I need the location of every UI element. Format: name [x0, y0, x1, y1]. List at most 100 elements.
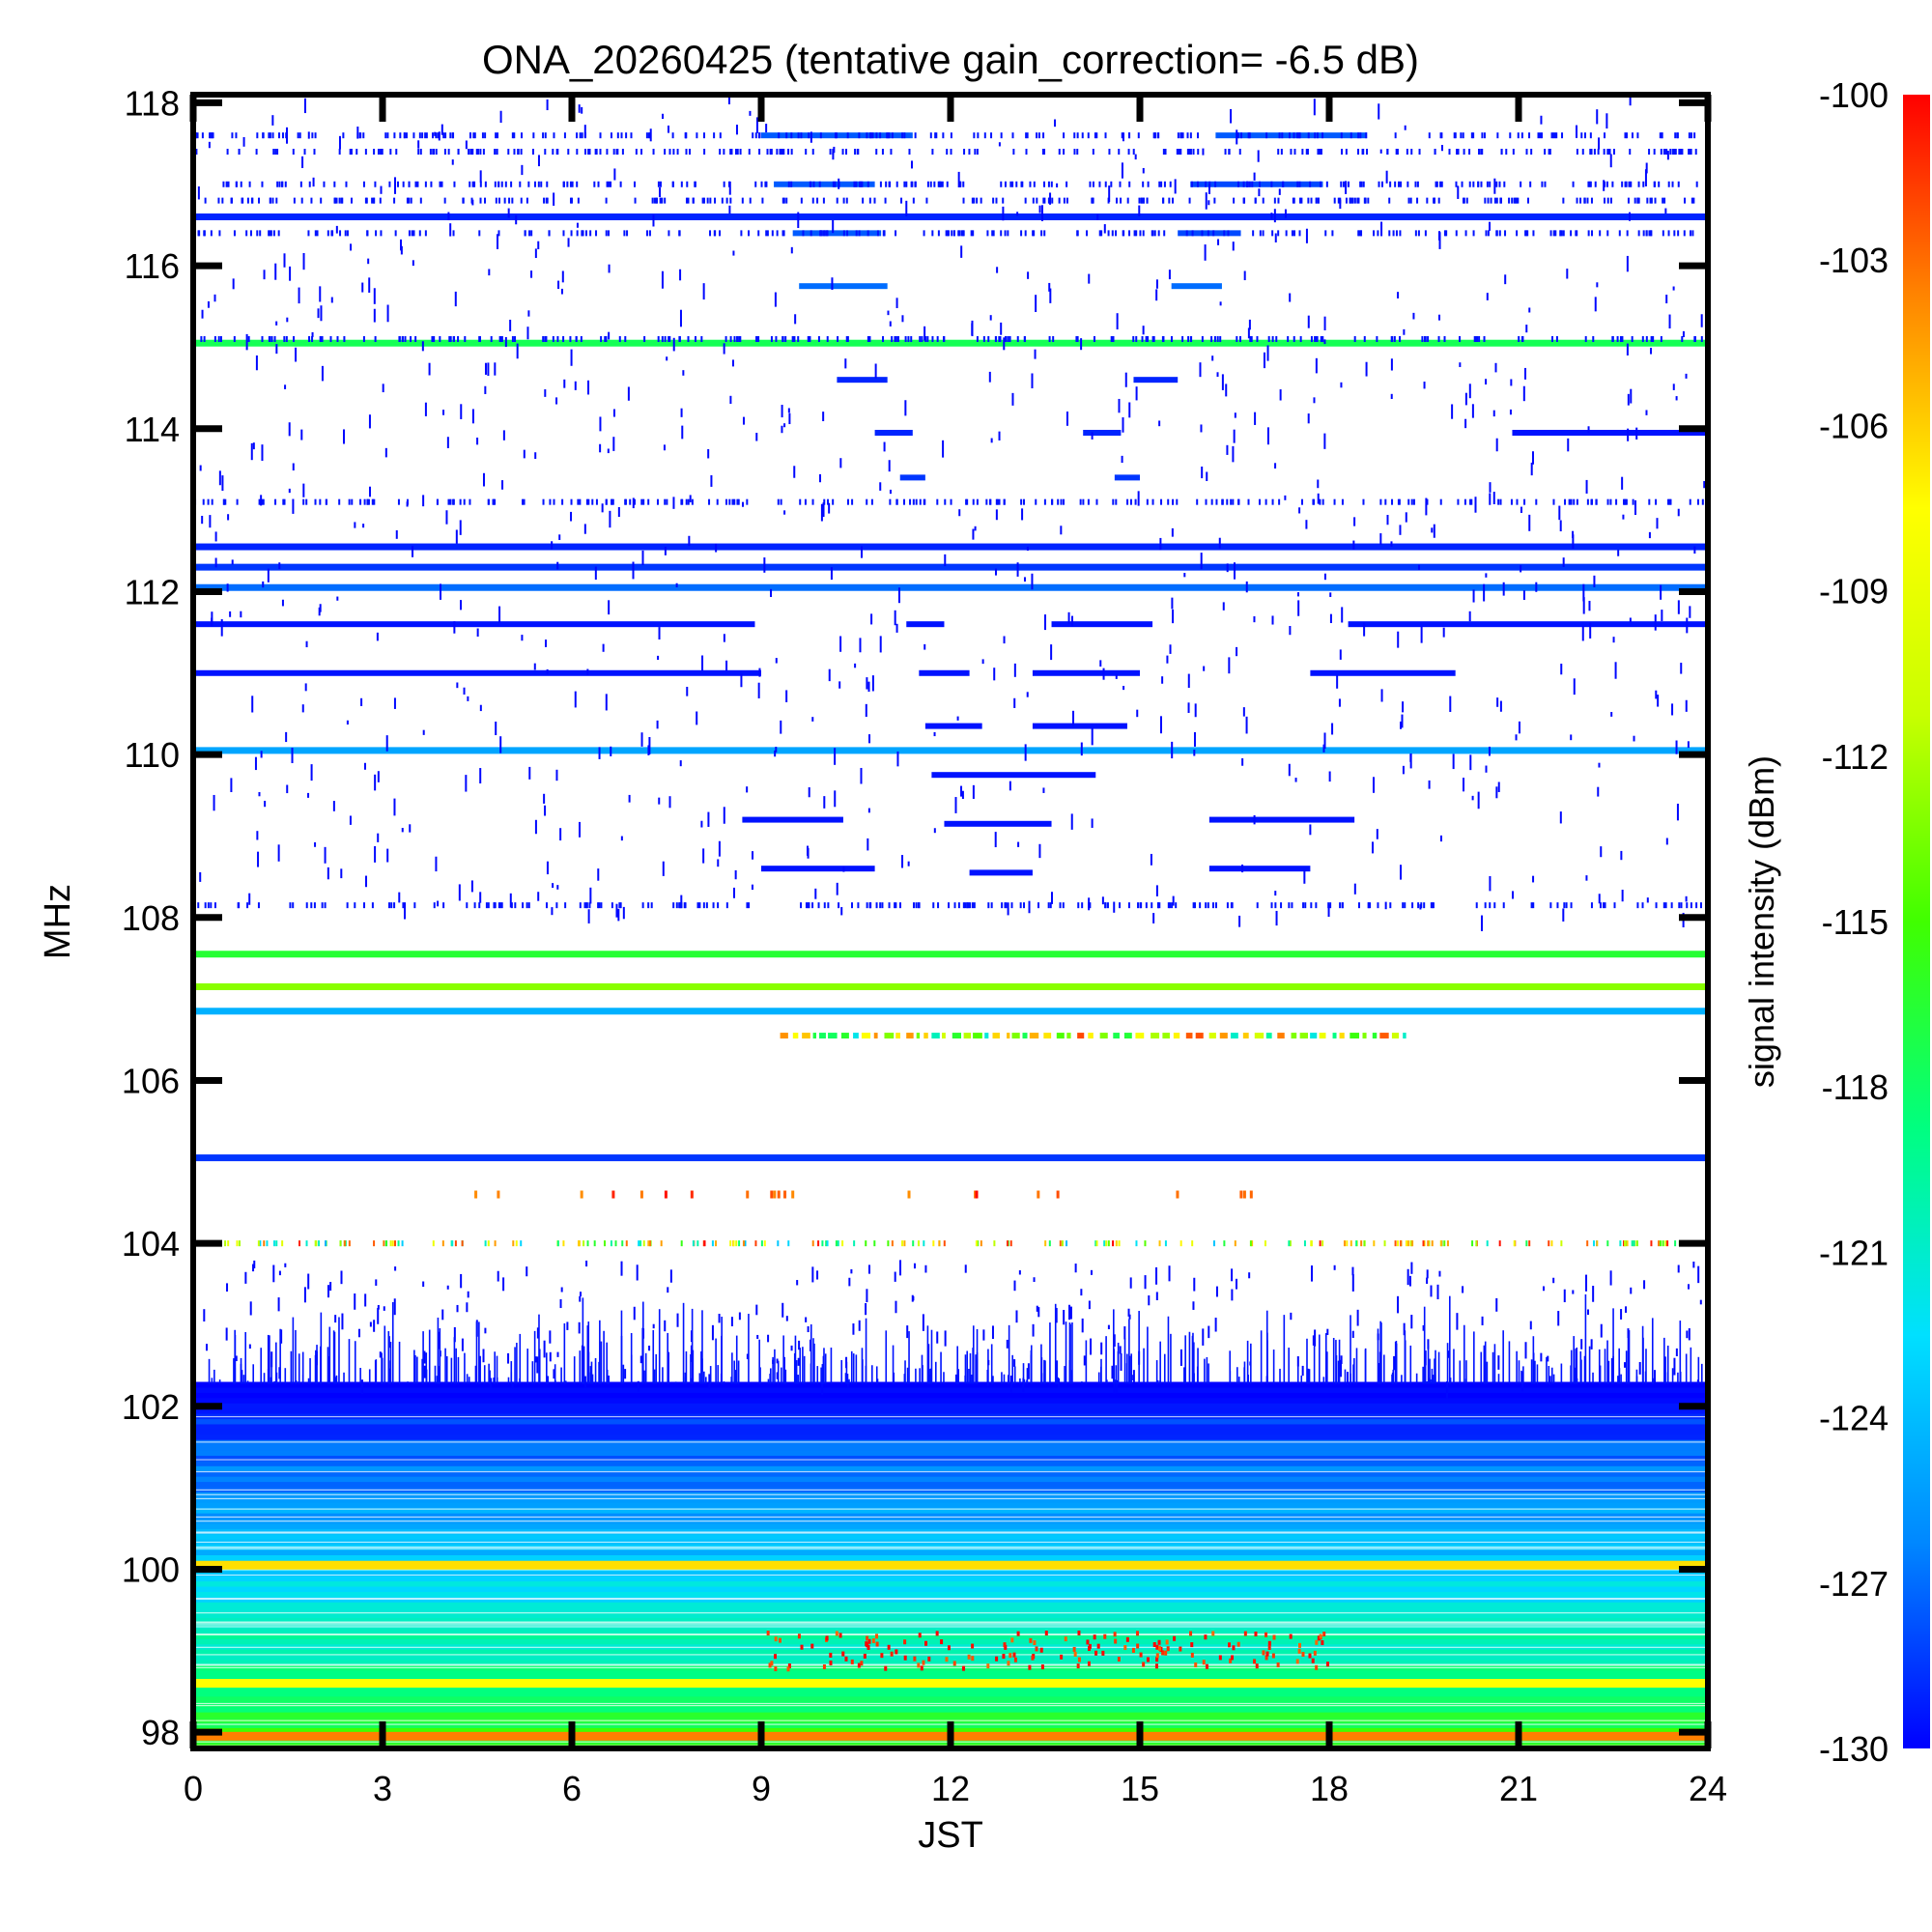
noise-tick: [511, 1381, 514, 1389]
noise-tick: [1603, 180, 1605, 191]
noise-dot: [1029, 181, 1032, 187]
noise-dot: [373, 1240, 376, 1247]
noise-dot: [876, 230, 879, 237]
noise-dot: [402, 902, 405, 909]
noise-dot: [487, 498, 490, 505]
noise-dot: [320, 197, 323, 204]
broadband-speckle: [800, 1644, 804, 1650]
noise-dot: [1624, 132, 1627, 139]
noise-tick: [570, 511, 573, 522]
noise-tick: [725, 660, 728, 671]
noise-tick: [923, 326, 926, 341]
segment-dash: [916, 1033, 921, 1039]
noise-tick: [305, 640, 308, 648]
noise-dot: [1498, 1240, 1501, 1247]
noise-dot: [298, 132, 301, 139]
noise-tick: [324, 846, 327, 864]
noise-spike: [246, 1380, 249, 1384]
broadband-row: [193, 1570, 1708, 1577]
noise-spike: [865, 1318, 867, 1384]
noise-tick: [727, 95, 730, 105]
noise-dot: [1650, 1240, 1653, 1247]
noise-dot: [1530, 902, 1533, 909]
noise-tick: [1494, 362, 1497, 373]
noise-dot: [1355, 1240, 1358, 1247]
noise-dot: [684, 902, 687, 909]
noise-dot: [556, 149, 559, 156]
noise-tick: [1009, 781, 1011, 791]
colorbar-tick-label: -130: [1819, 1729, 1889, 1769]
noise-dot: [313, 149, 316, 156]
noise-tick: [1347, 1372, 1350, 1386]
noise-tick: [341, 1313, 344, 1330]
noise-spot: [773, 1190, 777, 1199]
noise-dot: [647, 498, 650, 505]
noise-dot: [781, 336, 784, 343]
noise-dot: [1424, 336, 1427, 343]
broadband-speckle: [887, 1644, 891, 1650]
noise-tick: [1215, 1286, 1218, 1297]
broadband-speckle: [1076, 1663, 1080, 1669]
noise-dot: [606, 181, 609, 187]
noise-tick: [1528, 514, 1531, 531]
broadband-speckle: [940, 1639, 944, 1645]
noise-dot: [1319, 1240, 1321, 1247]
noise-dot: [1079, 498, 1082, 505]
noise-tick: [361, 282, 364, 293]
noise-tick: [1091, 818, 1094, 828]
noise-tick: [1399, 525, 1402, 535]
noise-dot: [311, 336, 314, 343]
noise-dot: [238, 149, 241, 156]
noise-spike: [1534, 1360, 1536, 1384]
noise-tick: [889, 321, 892, 327]
noise-dot: [887, 132, 890, 139]
noise-dot: [527, 902, 530, 909]
noise-tick: [1495, 1297, 1498, 1312]
noise-dot: [771, 230, 774, 237]
noise-spike: [940, 1351, 942, 1384]
noise-tick: [1634, 499, 1637, 516]
noise-tick: [1522, 590, 1525, 601]
band-line: [193, 213, 1708, 221]
noise-dot: [764, 181, 767, 187]
noise-tick: [732, 887, 735, 898]
noise-tick: [675, 582, 678, 587]
noise-tick: [395, 529, 398, 539]
noise-tick: [1664, 208, 1667, 213]
noise-tick: [1236, 1278, 1238, 1290]
noise-tick: [303, 98, 306, 114]
noise-dot: [1495, 197, 1498, 204]
noise-tick: [647, 745, 650, 755]
noise-tick: [1248, 319, 1251, 330]
noise-tick: [879, 482, 882, 491]
noise-spike: [608, 1375, 611, 1384]
noise-dot: [1063, 197, 1065, 204]
noise-dot: [1655, 498, 1658, 505]
noise-tick: [1088, 897, 1091, 911]
broadband-speckle: [829, 1660, 833, 1665]
noise-tick: [440, 583, 442, 600]
noise-tick: [751, 884, 753, 891]
noise-spike: [1054, 1303, 1057, 1384]
noise-dot: [597, 902, 600, 909]
noise-dot: [1485, 230, 1488, 237]
broadband-row: [193, 1648, 1708, 1656]
noise-dot: [781, 149, 783, 156]
noise-tick: [839, 636, 842, 652]
noise-tick: [822, 502, 825, 518]
noise-tick: [757, 682, 760, 698]
noise-tick: [546, 668, 549, 674]
noise-spike: [1204, 1358, 1206, 1384]
noise-tick: [1489, 493, 1492, 505]
noise-dot: [785, 197, 788, 204]
noise-dot: [811, 149, 814, 156]
noise-tick: [816, 1270, 819, 1280]
noise-tick: [1643, 1280, 1646, 1290]
noise-dot: [857, 149, 860, 156]
noise-dot: [733, 336, 736, 343]
noise-tick: [1581, 626, 1584, 641]
noise-tick: [708, 1374, 711, 1390]
noise-tick: [1142, 167, 1145, 174]
broadband-gap: [193, 1441, 1708, 1443]
